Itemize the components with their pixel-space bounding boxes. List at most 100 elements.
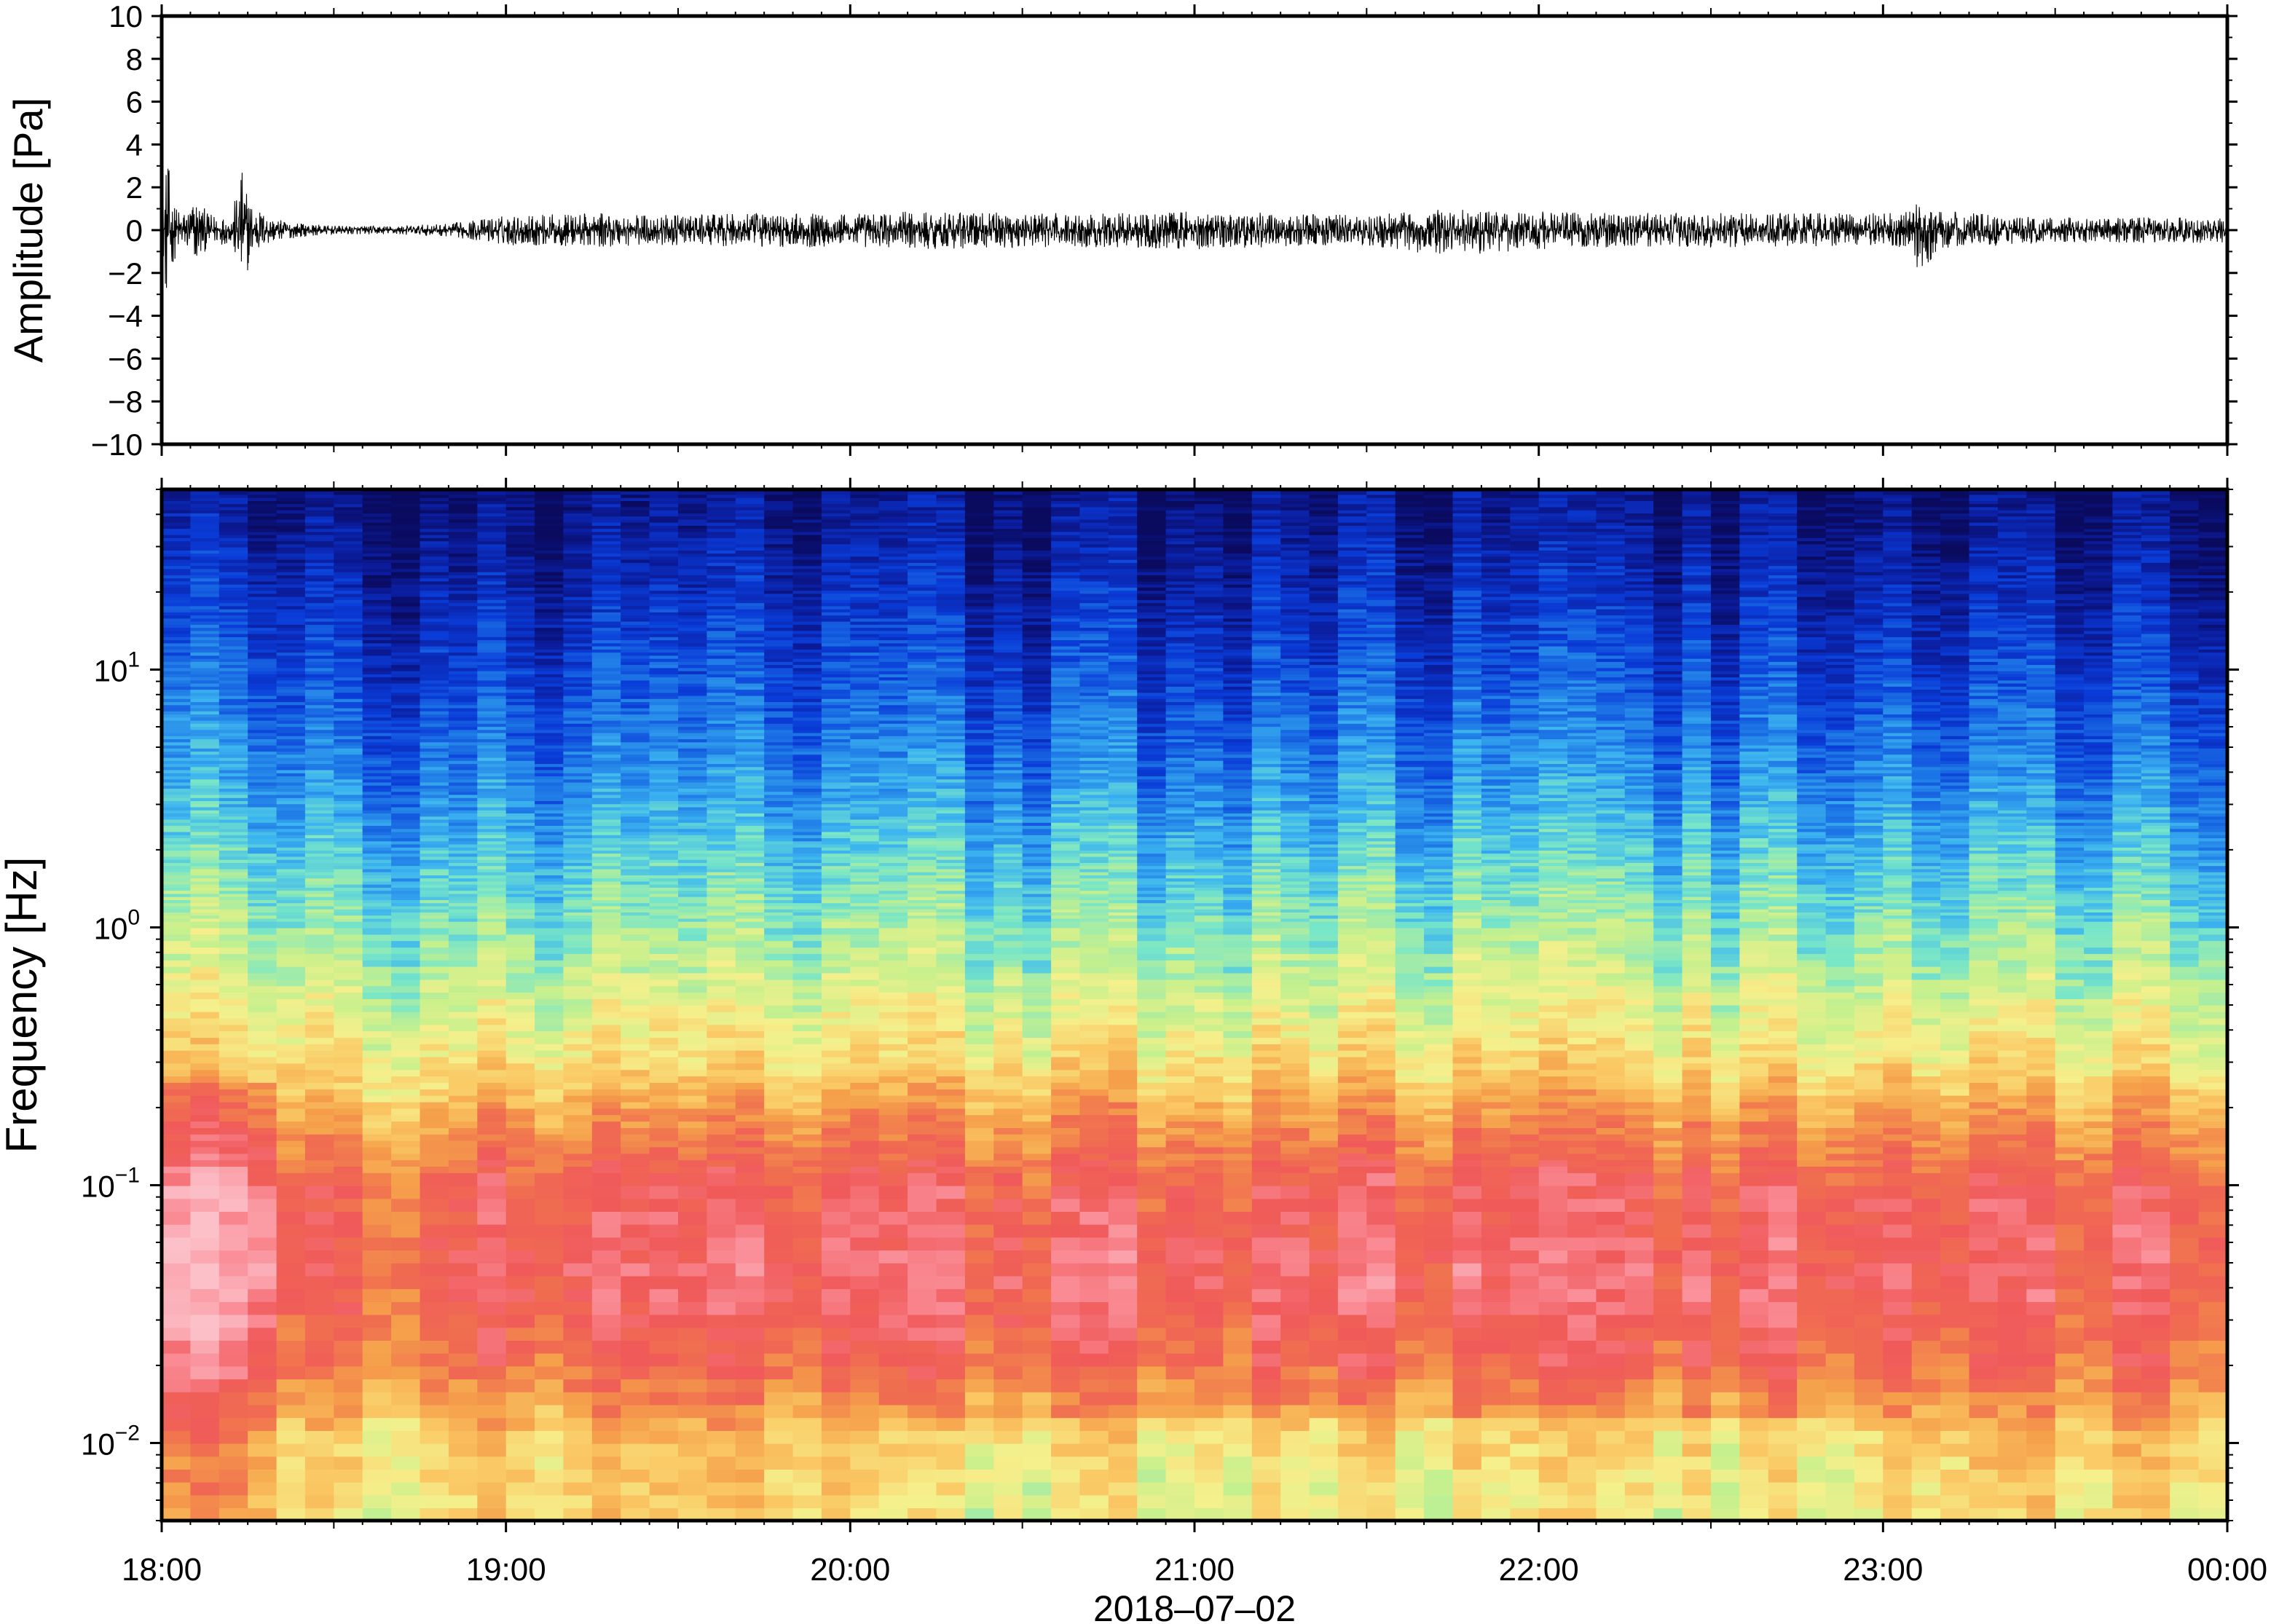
spectrogram-cell bbox=[621, 531, 650, 535]
spectrogram-cell bbox=[591, 682, 621, 687]
spectrogram-cell bbox=[707, 850, 736, 854]
spectrogram-cell bbox=[563, 729, 593, 733]
spectrogram-cell bbox=[621, 1153, 650, 1161]
spectrogram-cell bbox=[707, 677, 736, 681]
spectrogram-cell bbox=[678, 1365, 708, 1380]
spectrogram-cell bbox=[707, 636, 736, 641]
spectrogram-cell bbox=[276, 912, 306, 916]
spectrogram-cell bbox=[735, 865, 765, 870]
spectrogram-cell bbox=[276, 661, 306, 666]
spectrogram-cell bbox=[678, 516, 708, 520]
spectrogram-cell bbox=[304, 711, 335, 715]
spectrogram-cell bbox=[190, 868, 220, 872]
spectrogram-cell bbox=[190, 902, 220, 907]
spectrogram-cell bbox=[591, 953, 621, 961]
spectrogram-cell bbox=[334, 736, 363, 740]
spectrogram-cell bbox=[649, 658, 679, 662]
spectrogram-cell bbox=[505, 819, 535, 823]
spectrogram-cell bbox=[248, 525, 278, 529]
spectrogram-cell bbox=[649, 519, 679, 523]
spectrogram-cell bbox=[707, 661, 736, 666]
spectrogram-cell bbox=[535, 682, 564, 687]
spectrogram-cell bbox=[821, 1056, 851, 1064]
spectrogram-cell bbox=[678, 1159, 708, 1167]
spectrogram-cell bbox=[477, 788, 507, 792]
spectrogram-cell bbox=[391, 791, 421, 795]
spectrogram-cell bbox=[821, 1507, 851, 1521]
spectrogram-cell bbox=[649, 645, 679, 650]
spectrogram-cell bbox=[362, 559, 392, 563]
spectrogram-cell bbox=[792, 1108, 822, 1116]
spectrogram-cell bbox=[162, 537, 192, 542]
spectrogram-cell bbox=[391, 806, 421, 811]
spectrogram-cell bbox=[535, 810, 564, 813]
spectrogram-cell bbox=[707, 1146, 736, 1154]
spectrogram-cell bbox=[362, 1153, 392, 1161]
spectrogram-cell bbox=[276, 605, 306, 610]
spectrogram-cell bbox=[792, 902, 822, 907]
spectrogram-cell bbox=[563, 825, 593, 829]
spectrogram-cell bbox=[563, 909, 593, 912]
spectrogram-cell bbox=[621, 1166, 650, 1173]
spectrogram-cell bbox=[591, 979, 621, 987]
spectrogram-cell bbox=[448, 736, 479, 740]
spectrogram-cell bbox=[505, 896, 535, 900]
spectrogram-cell bbox=[735, 565, 765, 569]
spectrogram-cell bbox=[591, 1263, 621, 1277]
spectrogram-cell bbox=[792, 1456, 822, 1470]
spectrogram-cell bbox=[621, 516, 650, 520]
spectrogram-cell bbox=[764, 682, 794, 687]
spectrogram-cell bbox=[735, 494, 765, 498]
spectrogram-cell bbox=[420, 546, 449, 551]
spectrogram-cell bbox=[420, 615, 449, 619]
spectrogram-cell bbox=[764, 741, 794, 746]
spectrogram-cell bbox=[391, 972, 421, 980]
spectrogram-cell bbox=[792, 593, 822, 597]
spectrogram-cell bbox=[735, 1430, 765, 1444]
spectrogram-cell bbox=[707, 732, 736, 736]
spectrogram-cell bbox=[477, 831, 507, 835]
spectrogram-cell bbox=[420, 1127, 449, 1135]
spectrogram-cell bbox=[334, 1166, 363, 1173]
spectrogram-cell bbox=[505, 1089, 535, 1096]
spectrogram-cell bbox=[219, 813, 248, 817]
spectrogram-cell bbox=[248, 531, 278, 535]
spectrogram-cell bbox=[764, 658, 794, 662]
spectrogram-cell bbox=[477, 630, 507, 634]
spectrogram-cell bbox=[448, 1392, 479, 1406]
spectrogram-cell bbox=[219, 1030, 248, 1038]
spectrogram-cell bbox=[477, 674, 507, 678]
spectrogram-cell bbox=[707, 875, 736, 879]
spectrogram-cell bbox=[248, 575, 278, 579]
spectrogram-cell bbox=[276, 655, 306, 659]
spectrogram-cell bbox=[162, 677, 192, 681]
spectrogram-cell bbox=[304, 927, 335, 935]
spectrogram-cell bbox=[276, 658, 306, 662]
spectrogram-cell bbox=[535, 800, 564, 805]
spectrogram-cell bbox=[591, 497, 621, 501]
spectrogram-cell bbox=[707, 1481, 736, 1496]
spectrogram-cell bbox=[304, 806, 335, 811]
spectrogram-cell bbox=[219, 763, 248, 768]
spectrogram-cell bbox=[678, 636, 708, 641]
spectrogram-cell bbox=[563, 856, 593, 860]
spectrogram-cell bbox=[448, 872, 479, 875]
spectrogram-cell bbox=[334, 1404, 363, 1419]
spectrogram-cell bbox=[362, 1263, 392, 1277]
spectrogram-cell bbox=[505, 985, 535, 993]
spectrogram-cell bbox=[649, 825, 679, 829]
spectrogram-cell bbox=[764, 1011, 794, 1019]
spectrogram-cell bbox=[563, 972, 593, 980]
spectrogram-cell bbox=[591, 534, 621, 538]
spectrogram-cell bbox=[334, 633, 363, 637]
spectrogram-cell bbox=[678, 856, 708, 860]
spectrogram-cell bbox=[304, 1250, 335, 1264]
spectrogram-cell bbox=[505, 550, 535, 554]
spectrogram-cell bbox=[477, 819, 507, 823]
spectrogram-cell bbox=[621, 627, 650, 631]
spectrogram-cell bbox=[707, 679, 736, 684]
spectrogram-cell bbox=[162, 918, 192, 922]
spectrogram-cell bbox=[248, 890, 278, 894]
spectrogram-cell bbox=[248, 947, 278, 954]
spectrogram-cell bbox=[505, 537, 535, 542]
